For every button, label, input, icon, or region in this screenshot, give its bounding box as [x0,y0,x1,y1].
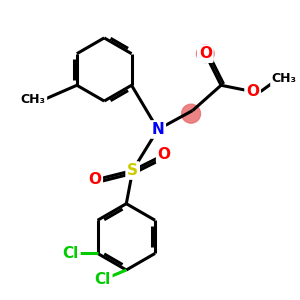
Text: O: O [199,46,212,61]
Circle shape [196,45,214,62]
Text: S: S [127,163,138,178]
Text: O: O [88,172,101,188]
Text: N: N [152,122,164,137]
Text: O: O [158,147,171,162]
Text: O: O [246,84,259,99]
Text: CH₃: CH₃ [272,72,297,86]
Circle shape [182,104,200,123]
Text: Cl: Cl [63,246,79,261]
Text: Cl: Cl [94,272,111,287]
Text: CH₃: CH₃ [21,93,46,106]
